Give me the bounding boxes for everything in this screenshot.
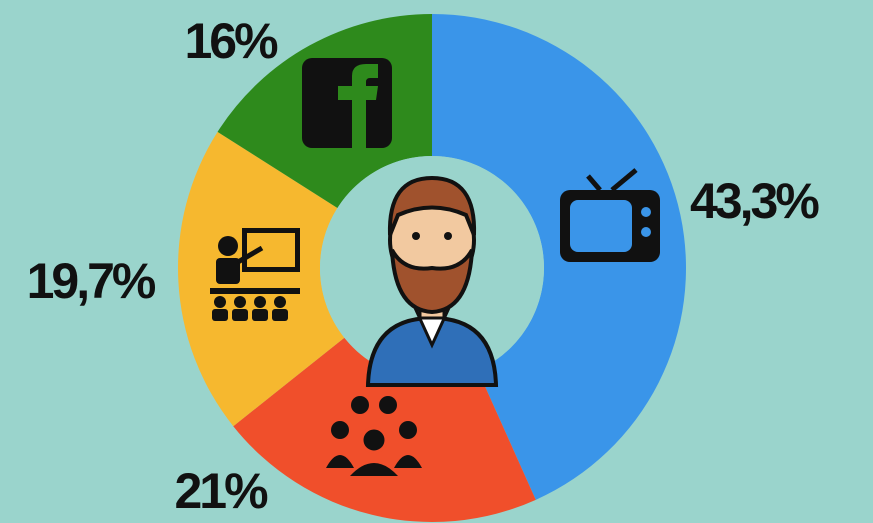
value-label: 19,7% bbox=[27, 253, 156, 309]
man-icon bbox=[365, 175, 499, 387]
value-label: 43,3% bbox=[690, 173, 819, 229]
slice bbox=[177, 131, 345, 427]
value-label: 21% bbox=[174, 463, 268, 519]
tv-icon bbox=[560, 168, 660, 262]
teacher-icon bbox=[210, 228, 300, 321]
value-label: 16% bbox=[184, 13, 278, 69]
facebook-icon bbox=[302, 58, 392, 148]
people-icon bbox=[326, 396, 422, 476]
